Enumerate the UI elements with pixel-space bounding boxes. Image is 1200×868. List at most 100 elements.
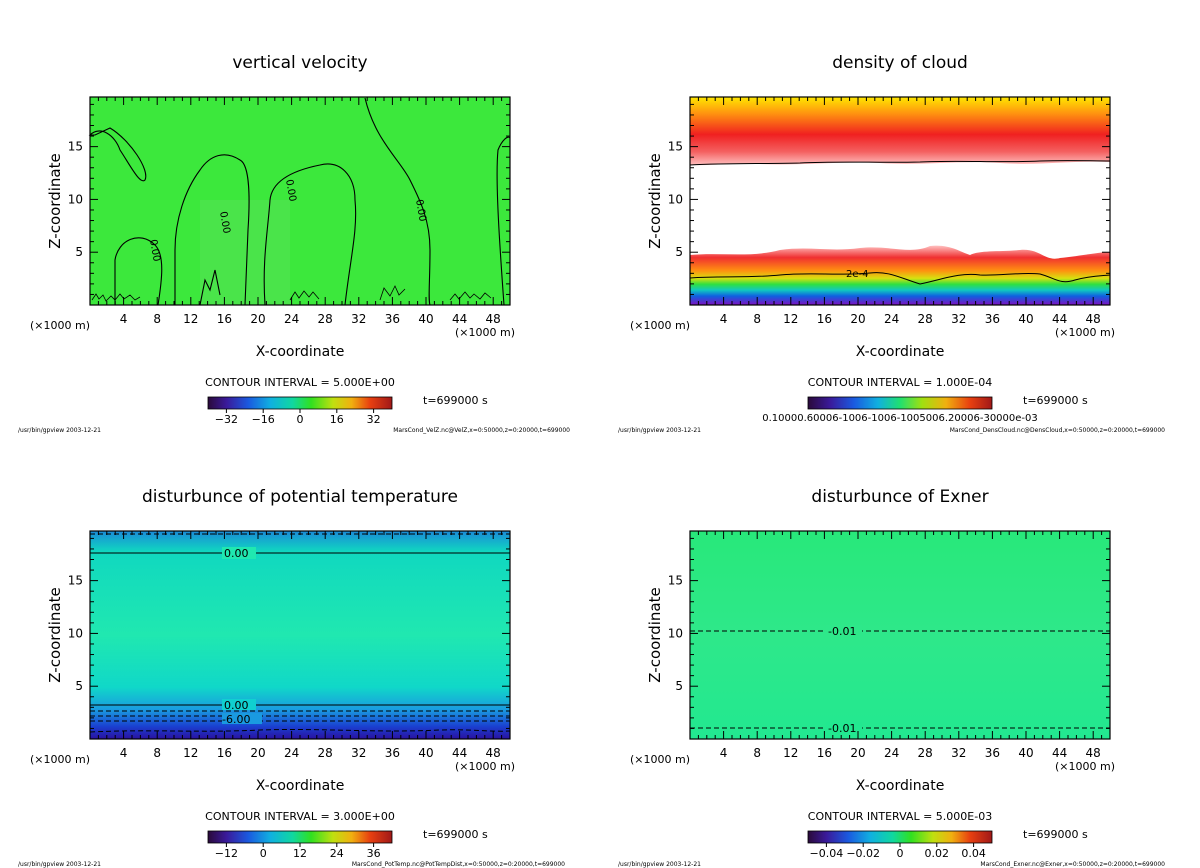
x-tick-label: 24 xyxy=(284,746,299,760)
contour-label: -0.01 xyxy=(828,722,856,735)
x-tick-label: 32 xyxy=(951,746,966,760)
label-bg xyxy=(222,713,262,724)
x-tick-label: 24 xyxy=(884,746,899,760)
x-tick-label: 28 xyxy=(318,312,333,326)
x-tick-label: 36 xyxy=(985,746,1000,760)
contour-labels: -0.01 -0.01 xyxy=(826,625,862,735)
y-tick-label: 15 xyxy=(668,574,683,588)
contour-interval: CONTOUR INTERVAL = 3.000E+00 xyxy=(205,810,395,823)
colorbar xyxy=(807,830,993,844)
colorbar-ticks: −0.04 −0.02 0 0.02 0.04 xyxy=(810,843,986,860)
x-tick-label: 8 xyxy=(753,746,761,760)
plot-area xyxy=(90,531,510,739)
x-unit-left: (×1000 m) xyxy=(30,753,90,766)
panel-potential-temperature: disturbunce of potential temperature 0.0… xyxy=(18,487,565,868)
colorbar-tick-label: 36 xyxy=(367,847,381,860)
x-tick-label: 36 xyxy=(985,312,1000,326)
x-tick-label: 48 xyxy=(1086,746,1101,760)
x-tick-label: 48 xyxy=(1086,312,1101,326)
y-tick-label: 10 xyxy=(668,626,683,640)
x-tick-label: 8 xyxy=(153,312,161,326)
colorbar-tick-label: 0 xyxy=(260,847,267,860)
contour-label: 0.00 xyxy=(283,179,298,203)
panel-exner: disturbunce of Exner -0.01 -0.01 4 8 12 16 2… xyxy=(618,487,1165,868)
contour-interval: CONTOUR INTERVAL = 1.000E-04 xyxy=(808,376,992,389)
x-tick-label: 32 xyxy=(351,312,366,326)
plot-area xyxy=(90,97,510,305)
x-tick-label: 20 xyxy=(250,746,265,760)
plot-area xyxy=(690,531,1110,739)
contour-labels: 0.00 0.00 -6.00 xyxy=(222,547,262,726)
x-tick-label: 12 xyxy=(183,746,198,760)
contour-interval: CONTOUR INTERVAL = 5.000E-03 xyxy=(808,810,992,823)
x-tick-label: 12 xyxy=(783,312,798,326)
x-tick-label: 4 xyxy=(120,312,128,326)
colorbar-tick-label: 0 xyxy=(297,413,304,426)
contour-label: 0.00 xyxy=(217,211,232,235)
x-unit-left: (×1000 m) xyxy=(30,319,90,332)
y-tick-label: 10 xyxy=(68,192,83,206)
x-tick-label: 40 xyxy=(1018,746,1033,760)
contour-label: 0.00 xyxy=(224,547,249,560)
x-tick-label: 4 xyxy=(120,746,128,760)
contour-label: -0.01 xyxy=(828,625,856,638)
x-tick-labels: 4 8 12 16 20 24 28 32 36 40 44 48 xyxy=(120,312,501,326)
colorbar-tick-label: 24 xyxy=(330,847,344,860)
x-tick-label: 4 xyxy=(720,312,728,326)
colorbar-tick-label: −32 xyxy=(215,413,238,426)
x-tick-label: 20 xyxy=(850,312,865,326)
time-label: t=699000 s xyxy=(1023,828,1088,841)
x-tick-label: 16 xyxy=(817,746,832,760)
x-tick-label: 48 xyxy=(486,312,501,326)
x-tick-label: 8 xyxy=(153,746,161,760)
y-tick-labels: 5 10 15 xyxy=(68,574,83,694)
y-tick-labels: 5 10 15 xyxy=(668,140,683,260)
y-tick-labels: 5 10 15 xyxy=(668,574,683,694)
lower-cloud-layer xyxy=(690,245,1110,305)
x-tick-label: 44 xyxy=(1052,312,1067,326)
x-tick-label: 44 xyxy=(452,312,467,326)
x-tick-label: 44 xyxy=(452,746,467,760)
x-tick-label: 28 xyxy=(918,746,933,760)
axis-ticks xyxy=(90,97,510,305)
contour-lines xyxy=(690,630,1110,729)
colorbar-tick-label: 12 xyxy=(293,847,307,860)
colorbar-tick-label: 0 xyxy=(897,847,904,860)
contour-label: 2e-4 xyxy=(846,269,869,280)
axis-ticks xyxy=(690,531,1110,739)
label-bg xyxy=(222,547,256,559)
x-tick-label: 40 xyxy=(418,312,433,326)
time-label: t=699000 s xyxy=(1023,394,1088,407)
x-tick-label: 12 xyxy=(783,746,798,760)
colorbar xyxy=(207,396,393,410)
contour-interval: CONTOUR INTERVAL = 5.000E+00 xyxy=(205,376,395,389)
chart-title: density of cloud xyxy=(832,53,968,73)
colorbar-ticks: −32 −16 0 16 32 xyxy=(215,409,381,426)
y-tick-label: 5 xyxy=(75,679,83,693)
x-unit-right: (×1000 m) xyxy=(1055,760,1115,773)
contour-lines xyxy=(689,160,1111,285)
x-tick-label: 28 xyxy=(918,312,933,326)
colorbar xyxy=(807,396,993,410)
contour-label: -6.00 xyxy=(222,713,250,726)
footer-left: /usr/bin/gpview 2003-12-21 xyxy=(18,427,101,434)
x-axis-label: X-coordinate xyxy=(256,778,345,794)
footer-right: MarsCond_PotTemp.nc@PotTempDist,x=0:5000… xyxy=(352,861,565,868)
footer-right: MarsCond_Exner.nc@Exner,x=0:50000,z=0:20… xyxy=(980,861,1165,868)
x-tick-label: 16 xyxy=(217,746,232,760)
y-tick-label: 5 xyxy=(75,245,83,259)
label-bg xyxy=(826,722,862,734)
x-unit-left: (×1000 m) xyxy=(630,753,690,766)
colorbar-tick-labels: 0.10000.60006-1006-1006-1005006.20006-30… xyxy=(762,413,1038,424)
x-unit-left: (×1000 m) xyxy=(630,319,690,332)
y-tick-label: 15 xyxy=(68,140,83,154)
x-tick-labels: 4 8 12 16 20 24 28 32 36 40 44 48 xyxy=(120,746,501,760)
time-label: t=699000 s xyxy=(423,828,488,841)
x-tick-label: 20 xyxy=(250,312,265,326)
contour-lines xyxy=(88,97,511,306)
upper-cloud-layer xyxy=(690,97,1110,166)
y-tick-label: 10 xyxy=(668,192,683,206)
x-tick-label: 48 xyxy=(486,746,501,760)
footer-left: /usr/bin/gpview 2003-12-21 xyxy=(18,861,101,868)
